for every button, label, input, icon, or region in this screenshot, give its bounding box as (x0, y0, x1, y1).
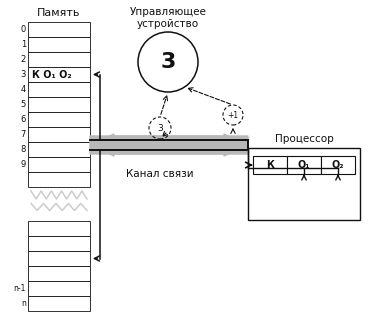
Bar (28, 221, 90, 236)
Bar (28, 296, 90, 311)
Bar (28, 266, 90, 281)
Bar (287, 156, 321, 174)
Text: 7: 7 (21, 130, 26, 139)
Text: 6: 6 (21, 115, 26, 124)
Bar (248, 148, 360, 220)
Text: О₂: О₂ (332, 160, 344, 170)
Bar (28, 52, 90, 67)
Bar (28, 157, 90, 172)
Text: 4: 4 (21, 85, 26, 94)
Text: О₁: О₁ (298, 160, 310, 170)
Text: Канал связи: Канал связи (126, 169, 194, 179)
Text: n: n (21, 299, 26, 308)
Bar (28, 251, 90, 266)
Bar (321, 156, 355, 174)
Text: Процессор: Процессор (275, 134, 333, 144)
Bar (28, 97, 90, 112)
Bar (28, 112, 90, 127)
Text: 9: 9 (21, 160, 26, 169)
Bar (28, 127, 90, 142)
Text: 3: 3 (21, 70, 26, 79)
Bar (28, 67, 90, 82)
Text: Память: Память (37, 8, 81, 18)
Bar (28, 142, 90, 157)
Bar (253, 156, 287, 174)
Text: К: К (266, 160, 274, 170)
Bar (28, 82, 90, 97)
Text: 1: 1 (21, 40, 26, 49)
Bar (28, 172, 90, 187)
Text: 5: 5 (21, 100, 26, 109)
Bar (28, 37, 90, 52)
Text: n-1: n-1 (14, 284, 26, 293)
FancyArrow shape (90, 134, 248, 156)
Text: 3: 3 (160, 52, 176, 72)
Text: К О₁ О₂: К О₁ О₂ (32, 69, 72, 79)
Bar (28, 236, 90, 251)
Bar (28, 22, 90, 37)
Text: 3: 3 (157, 124, 163, 132)
Text: 0: 0 (21, 25, 26, 34)
Text: +1: +1 (228, 110, 239, 119)
Bar (28, 281, 90, 296)
Text: Управляющее
устройство: Управляющее устройство (129, 7, 206, 29)
Text: 8: 8 (21, 145, 26, 154)
Text: 2: 2 (21, 55, 26, 64)
FancyArrow shape (90, 134, 248, 156)
